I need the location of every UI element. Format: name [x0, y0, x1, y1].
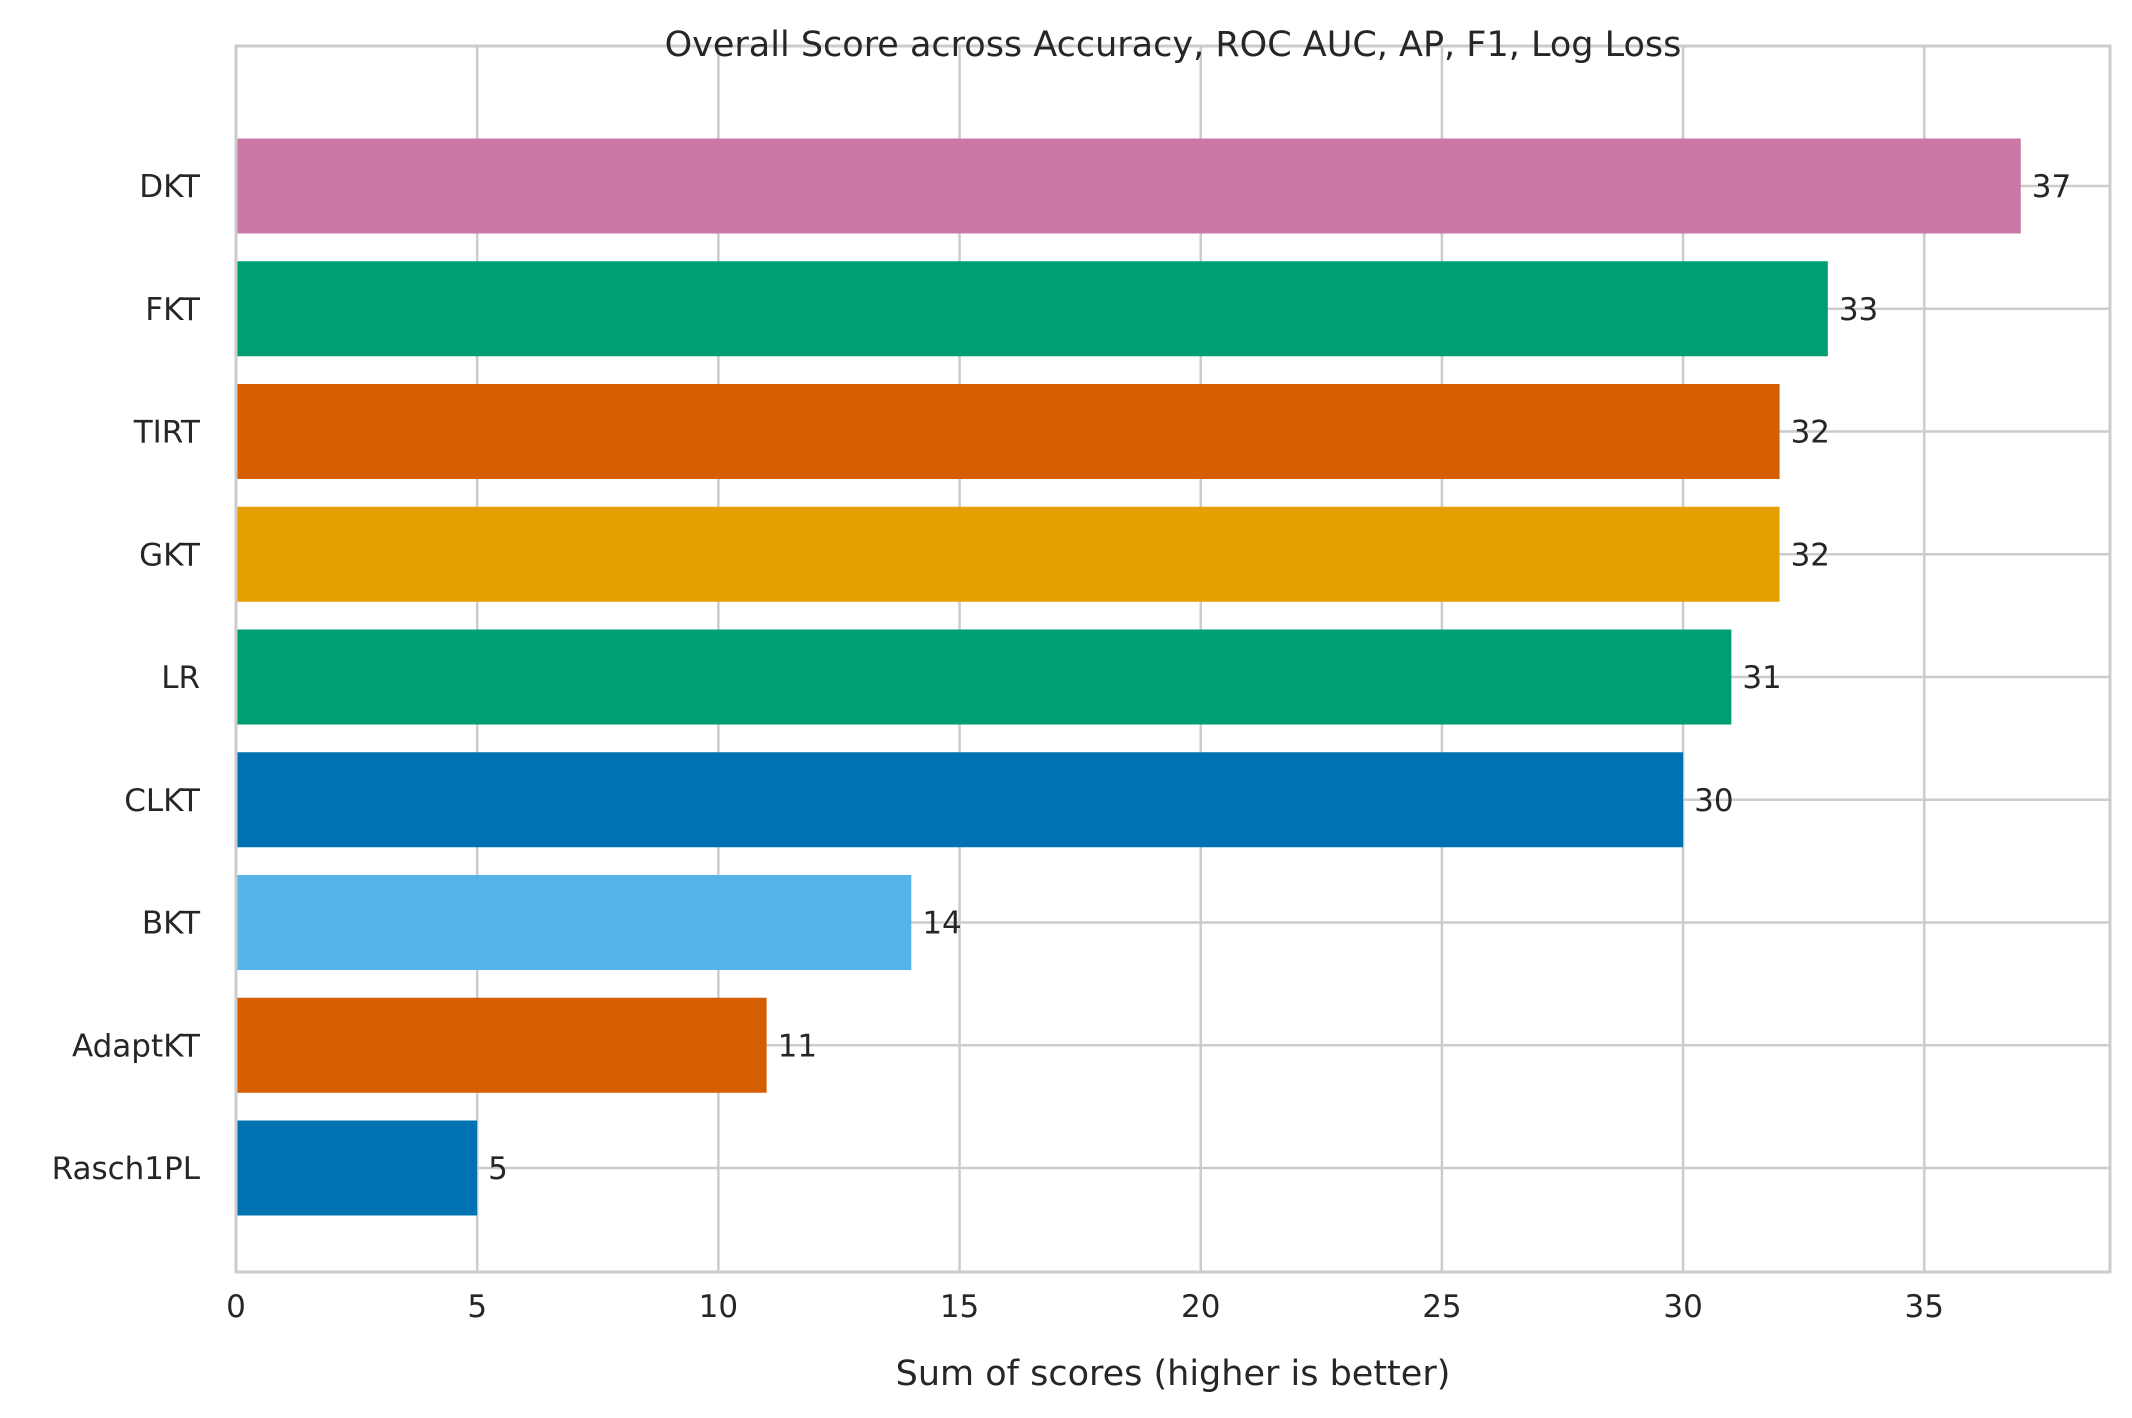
- data-label: 14: [922, 906, 961, 942]
- bar-tirt: [236, 384, 1780, 479]
- x-tick-label: 10: [699, 1289, 738, 1325]
- y-tick-label: CLKT: [124, 783, 201, 819]
- data-label: 30: [1694, 783, 1733, 819]
- bar-bkt: [236, 875, 912, 970]
- y-tick-label: LR: [161, 660, 200, 696]
- bars: [236, 138, 2021, 1216]
- data-label: 31: [1742, 660, 1781, 696]
- data-label: 32: [1791, 415, 1830, 451]
- bar-adaptkt: [236, 997, 767, 1093]
- y-tick-label: GKT: [139, 537, 201, 573]
- x-axis-label: Sum of scores (higher is better): [896, 1354, 1451, 1394]
- bar-gkt: [236, 506, 1780, 602]
- x-tick-label: 30: [1663, 1289, 1702, 1325]
- bar-dkt: [236, 138, 2021, 234]
- data-label: 33: [1839, 292, 1878, 328]
- y-tick-label: AdaptKT: [72, 1028, 201, 1064]
- x-tick-label: 25: [1422, 1289, 1461, 1325]
- plot-frame: [234, 44, 2112, 1274]
- data-label: 5: [488, 1151, 508, 1187]
- y-tick-label: TIRT: [133, 415, 201, 451]
- x-tick-label: 15: [940, 1289, 979, 1325]
- y-tick-label: FKT: [145, 292, 201, 328]
- y-tick-label: BKT: [142, 906, 201, 942]
- bar-clkt: [236, 752, 1684, 848]
- x-tick-label: 20: [1181, 1289, 1220, 1325]
- chart-title: Overall Score across Accuracy, ROC AUC, …: [665, 25, 1682, 65]
- bar-rasch1pl: [236, 1120, 478, 1216]
- data-label: 37: [2032, 169, 2071, 205]
- x-tick-label: 5: [467, 1289, 487, 1325]
- tick-labels: 0 5 10 15 20 25 30 35 DKT FKT TIRT GKT LR CLKT BKT Adap…: [52, 169, 1944, 1325]
- y-tick-label: DKT: [139, 169, 201, 205]
- y-tick-label: Rasch1PL: [52, 1151, 201, 1187]
- x-tick-label: 0: [226, 1289, 246, 1325]
- data-label: 11: [778, 1028, 817, 1064]
- data-labels: 37 33 32 32 31 30 14 11 5: [488, 169, 2071, 1187]
- bar-fkt: [236, 261, 1828, 357]
- bar-lr: [236, 629, 1732, 725]
- x-tick-label: 35: [1905, 1289, 1944, 1325]
- data-label: 32: [1791, 537, 1830, 573]
